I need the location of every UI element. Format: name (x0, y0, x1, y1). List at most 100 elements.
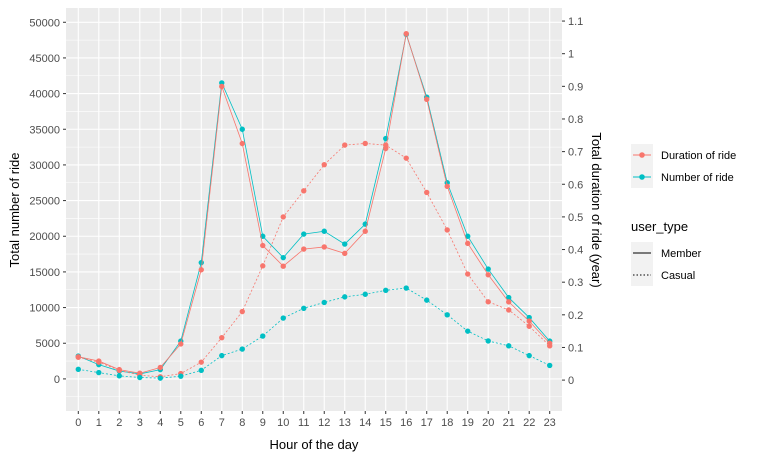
left-axis: 0 5000 10000 15000 20000 25000 30000 35000 40000… (29, 17, 66, 386)
data-point-duration-of-ride-casual (506, 307, 512, 313)
y-tick-label-left: 35000 (29, 124, 60, 136)
data-point-number-of-ride-casual (219, 352, 225, 359)
data-point-number-of-ride-member (485, 266, 491, 272)
data-point-duration-of-ride-casual (526, 323, 532, 329)
data-point-duration-of-ride-casual (547, 343, 553, 349)
series-line-number-of-ride-member (78, 32, 551, 375)
data-point-duration-of-ride-member (239, 140, 245, 147)
y-tick-label-left: 30000 (29, 160, 60, 172)
y-axis-title-right: Total duration of ride (year) (589, 132, 604, 287)
y-tick-label-right: 1 (568, 49, 574, 61)
data-point-duration-of-ride-member (157, 364, 163, 371)
data-point-number-of-ride-member (280, 254, 286, 261)
data-point-duration-of-ride-casual (219, 334, 225, 341)
x-tick-label: 14 (359, 417, 371, 429)
series-layer (75, 30, 553, 381)
y-tick-label-right: 0.8 (568, 114, 583, 126)
data-point-number-of-ride-casual (444, 312, 450, 318)
data-point-duration-of-ride-casual (342, 142, 348, 148)
y-tick-label-right: 0.4 (568, 245, 583, 257)
grid-minor (66, 39, 562, 398)
data-point-number-of-ride-casual (239, 346, 245, 352)
data-point-duration-of-ride-member (198, 267, 204, 273)
x-tick-label: 18 (441, 417, 453, 429)
plot-panel (66, 8, 562, 411)
x-tick-label: 8 (239, 417, 245, 429)
legend-point-duration (639, 152, 645, 158)
legend-label-casual: Casual (661, 270, 695, 282)
x-tick-label: 9 (260, 417, 266, 429)
data-point-duration-of-ride-casual (424, 189, 430, 196)
data-point-duration-of-ride-member (506, 299, 512, 305)
series-line-number-of-ride-casual (78, 287, 550, 379)
data-point-number-of-ride-casual (280, 315, 286, 321)
data-point-number-of-ride-member (239, 126, 245, 132)
x-tick-label: 20 (482, 417, 494, 429)
y-tick-label-right: 0.3 (568, 277, 583, 289)
x-axis-title: Hour of the day (270, 437, 359, 452)
y-tick-label-right: 0.2 (568, 310, 583, 322)
data-point-number-of-ride-casual (96, 369, 102, 376)
data-point-number-of-ride-casual (403, 285, 409, 291)
x-tick-label: 7 (219, 417, 225, 429)
y-tick-label-left: 5000 (36, 338, 60, 350)
data-point-number-of-ride-casual (506, 343, 512, 349)
data-point-number-of-ride-member (301, 231, 307, 237)
data-point-duration-of-ride-member (362, 228, 368, 234)
data-point-duration-of-ride-casual (444, 227, 450, 233)
legend-label-member: Member (661, 248, 702, 260)
y-tick-label-left: 25000 (29, 196, 60, 208)
data-point-duration-of-ride-casual (75, 354, 81, 360)
data-point-number-of-ride-member (465, 233, 471, 239)
legend-title-user-type: user_type (631, 219, 688, 234)
data-point-number-of-ride-casual (75, 366, 81, 373)
y-tick-label-left: 15000 (29, 267, 60, 279)
data-point-duration-of-ride-casual (116, 367, 122, 374)
data-point-duration-of-ride-casual (280, 214, 286, 220)
bottom-axis: 0 1 2 3 4 5 6 7 8 9 10 11 12 13 14 15 16 17 18 19 20 21 22 23 (75, 411, 556, 429)
x-tick-label: 21 (503, 417, 515, 429)
data-point-number-of-ride-casual (362, 291, 368, 297)
data-point-number-of-ride-casual (321, 299, 327, 306)
x-tick-label: 3 (137, 417, 143, 429)
y-tick-label-right: 0.1 (568, 342, 583, 354)
y-tick-label-right: 0.5 (568, 212, 583, 224)
data-point-number-of-ride-casual (526, 352, 532, 359)
data-point-duration-of-ride-member (178, 341, 184, 347)
x-tick-label: 0 (75, 417, 81, 429)
data-point-number-of-ride-member (321, 228, 327, 234)
data-point-duration-of-ride-casual (403, 155, 409, 161)
y-tick-label-right: 0 (568, 375, 574, 387)
data-point-duration-of-ride-casual (362, 140, 368, 147)
data-point-number-of-ride-casual (260, 333, 266, 339)
series-line-duration-of-ride-casual (78, 143, 550, 378)
x-tick-label: 11 (298, 417, 309, 429)
data-point-number-of-ride-casual (157, 375, 163, 381)
data-point-number-of-ride-member (342, 241, 348, 247)
legend-key-casual (631, 264, 653, 286)
data-point-duration-of-ride-casual (96, 359, 102, 365)
data-point-number-of-ride-casual (485, 338, 491, 344)
y-tick-label-left: 20000 (29, 231, 60, 243)
data-point-duration-of-ride-member (342, 250, 348, 257)
data-point-duration-of-ride-member (444, 183, 450, 190)
x-tick-label: 5 (178, 417, 184, 429)
data-point-duration-of-ride-member (526, 318, 532, 324)
data-point-duration-of-ride-casual (321, 161, 327, 168)
y-tick-label-left: 50000 (29, 17, 60, 29)
data-point-number-of-ride-casual (342, 294, 348, 300)
y-tick-label-left: 40000 (29, 89, 60, 101)
x-tick-label: 17 (421, 417, 433, 429)
data-point-number-of-ride-member (506, 294, 512, 301)
data-point-duration-of-ride-member (321, 244, 327, 250)
data-point-number-of-ride-casual (116, 373, 122, 379)
y-tick-label-right: 0.6 (568, 179, 583, 191)
data-point-number-of-ride-member (198, 259, 204, 266)
x-tick-label: 19 (462, 417, 474, 429)
x-tick-label: 15 (380, 417, 392, 429)
data-point-duration-of-ride-member (280, 263, 286, 269)
y-tick-label-left: 10000 (29, 303, 60, 315)
data-point-duration-of-ride-member (301, 246, 307, 252)
x-tick-label: 13 (339, 417, 351, 429)
data-point-number-of-ride-casual (465, 328, 471, 334)
